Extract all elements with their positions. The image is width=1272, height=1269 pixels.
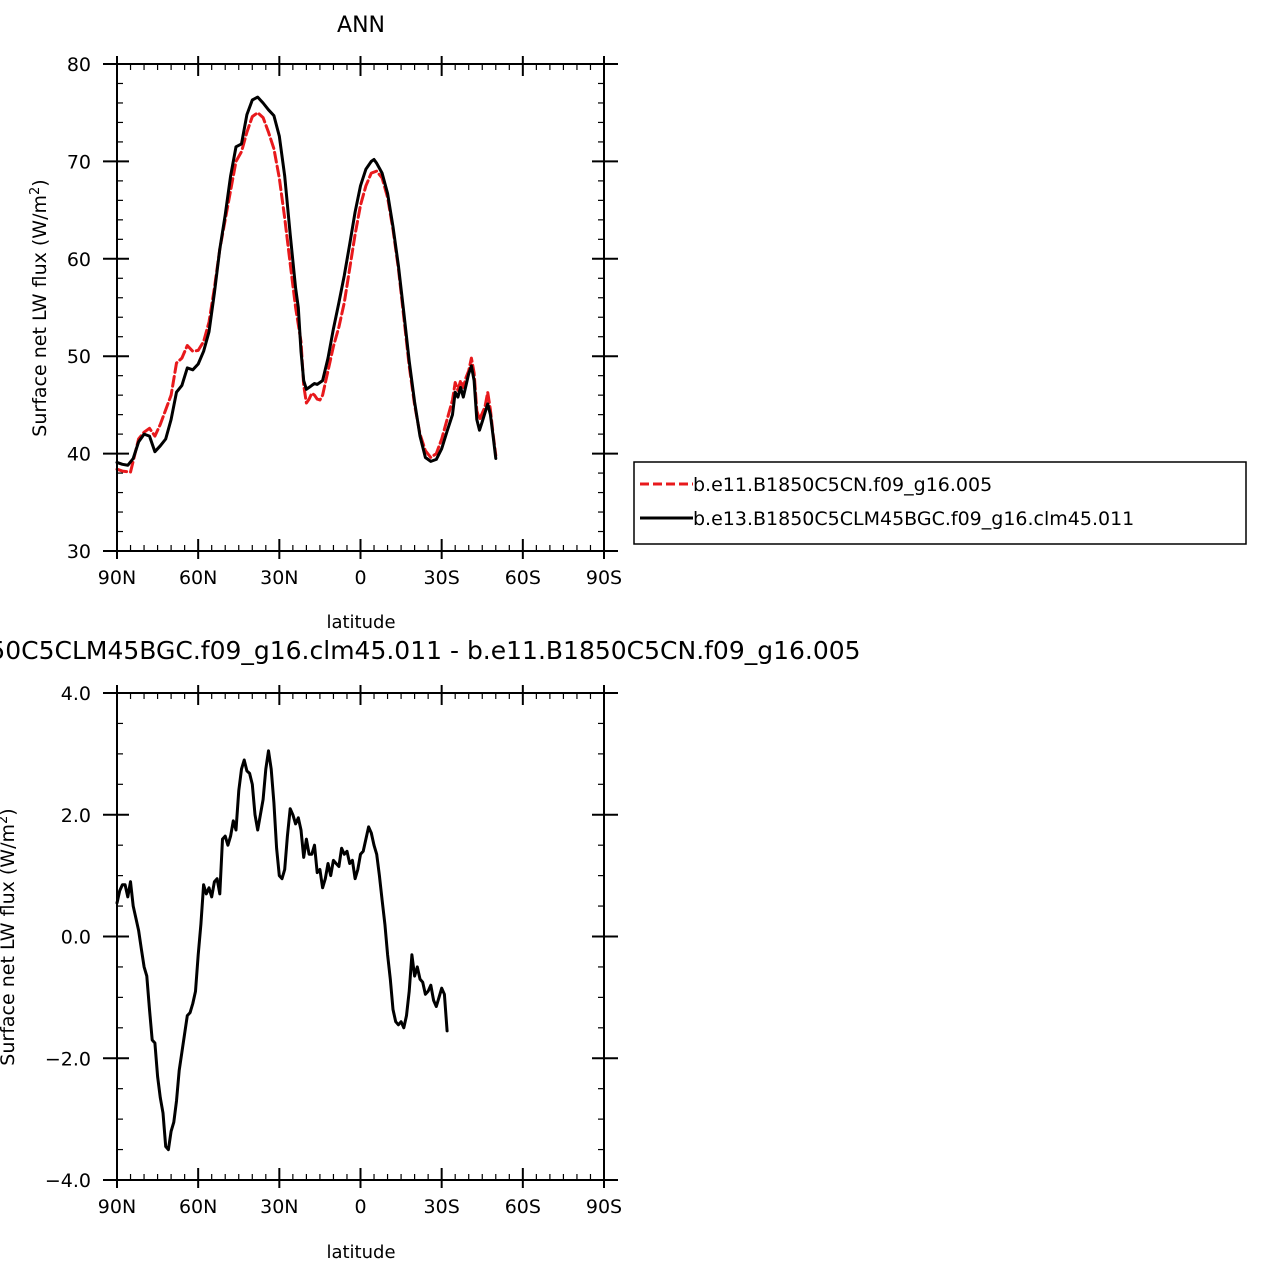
bottom-x-axis-label: latitude xyxy=(326,1242,395,1263)
top-panel: ANN 90N 60N 30N 0 30S 60S 90S 30 40 50 60 70 80 lati… xyxy=(28,13,1247,633)
bottom-series-line-1 xyxy=(115,749,449,1152)
top-y-tick-label: 70 xyxy=(67,151,91,173)
bottom-x-tick-label: 60S xyxy=(505,1196,541,1218)
bottom-x-tick-label: 90S xyxy=(586,1196,622,1218)
top-legend: b.e11.B1850C5CN.f09_g16.005 b.e13.B1850C… xyxy=(633,461,1247,545)
bottom-chart-title: b.e13.B1850C5CLM45BGC.f09_g16.clm45.011 … xyxy=(0,636,861,665)
bottom-y-tick-label: 2.0 xyxy=(61,805,91,827)
top-y-axis-label: Surface net LW flux (W/m2) xyxy=(28,179,51,436)
legend-label-series-1: b.e11.B1850C5CN.f09_g16.005 xyxy=(693,474,992,496)
top-x-tick-label: 0 xyxy=(354,567,366,589)
legend-label-series-2: b.e13.B1850C5CLM45BGC.f09_g16.clm45.011 xyxy=(693,508,1134,530)
top-chart-title: ANN xyxy=(337,13,385,38)
bottom-panel: b.e13.B1850C5CLM45BGC.f09_g16.clm45.011 … xyxy=(0,636,861,1263)
top-series-line-2 xyxy=(115,95,498,467)
top-x-tick-label: 90S xyxy=(586,567,622,589)
bottom-y-tick-label: −2.0 xyxy=(45,1048,91,1070)
bottom-x-tick-label: 60N xyxy=(179,1196,217,1218)
top-series-line-1 xyxy=(115,111,498,474)
top-x-tick-label: 90N xyxy=(98,567,136,589)
top-x-tick-label: 60S xyxy=(505,567,541,589)
bottom-y-tick-label: −4.0 xyxy=(45,1170,91,1192)
bottom-y-axis-label: Surface net LW flux (W/m2) xyxy=(0,808,19,1065)
bottom-y-tick-label: 4.0 xyxy=(61,683,91,705)
bottom-x-tick-label: 30S xyxy=(424,1196,460,1218)
bottom-y-tick-label: 0.0 xyxy=(61,927,91,949)
legend-box xyxy=(633,461,1247,545)
top-y-tick-label: 30 xyxy=(67,541,91,563)
top-plot-area: 90N 60N 30N 0 30S 60S 90S 30 40 50 60 70 80 xyxy=(67,54,622,589)
bottom-x-tick-label: 0 xyxy=(354,1196,366,1218)
top-x-tick-label: 60N xyxy=(179,567,217,589)
bottom-plot-frame xyxy=(116,692,605,1181)
bottom-x-tick-label: 30N xyxy=(260,1196,298,1218)
top-plot-frame xyxy=(116,63,605,552)
top-y-tick-label: 50 xyxy=(67,346,91,368)
top-y-tick-label: 40 xyxy=(67,444,91,466)
top-x-tick-label: 30S xyxy=(424,567,460,589)
top-y-tick-label: 80 xyxy=(67,54,91,76)
bottom-plot-area: 90N 60N 30N 0 30S 60S 90S −4.0 −2.0 0.0 2.0 4.0 xyxy=(45,683,622,1218)
bottom-x-tick-label: 90N xyxy=(98,1196,136,1218)
top-y-tick-label: 60 xyxy=(67,249,91,271)
top-x-tick-label: 30N xyxy=(260,567,298,589)
top-x-axis-label: latitude xyxy=(326,612,395,633)
